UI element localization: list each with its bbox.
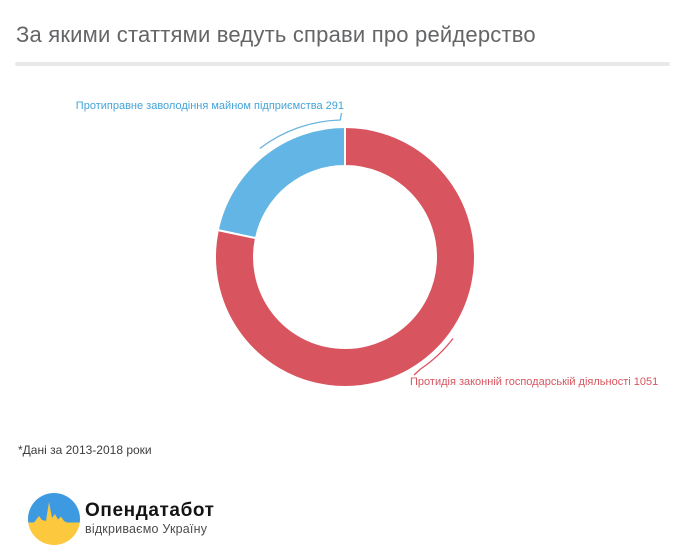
logo-tagline: відкриваємо Україну (85, 522, 208, 536)
logo-name: Опендатабот (85, 500, 215, 521)
page-title: За якими статтями ведуть справи про рейд… (16, 22, 536, 47)
red-slice-callout-line (413, 338, 454, 376)
pulse-waveform-icon (34, 502, 67, 523)
footnote: *Дані за 2013-2018 роки (18, 443, 152, 457)
red-slice-label: Протидія законній господарській діяльнос… (410, 376, 659, 388)
blue-slice-callout-line (259, 112, 343, 150)
title-divider (15, 62, 670, 66)
donut-segment-0 (214, 125, 476, 388)
logo-flag-yellow (28, 522, 80, 545)
logo-text: Опендатабот відкриваємо Україну (85, 501, 215, 536)
opendatabot-logo-icon (28, 493, 80, 545)
blue-slice-label: Протиправне заволодіння майном підприємс… (75, 100, 344, 112)
donut-segment-1 (216, 125, 346, 240)
